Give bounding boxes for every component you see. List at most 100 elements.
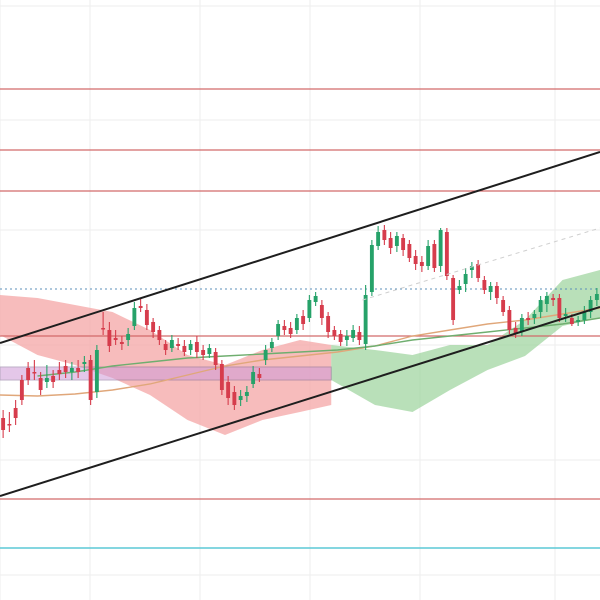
candle-81 [507,306,512,334]
candle-body-38 [238,396,243,400]
candle-body-92 [576,320,581,322]
candle-body-79 [494,286,499,298]
candle-body-95 [594,294,599,300]
candle-44 [276,320,281,340]
candle-79 [494,282,499,304]
candle-78 [488,282,493,300]
candle-body-77 [482,280,487,290]
candle-body-26 [163,344,168,350]
candle-body-35 [219,364,224,390]
zone-box [0,366,332,381]
candle-20 [126,328,131,346]
candle-45 [282,320,287,335]
candle-40 [251,366,256,388]
candle-37 [232,386,237,410]
candle-body-90 [563,314,568,316]
candle-25 [157,326,162,345]
candle-body-53 [332,330,337,336]
candle-92 [576,316,581,326]
candle-body-87 [544,296,549,304]
candle-body-0 [1,418,6,430]
trend-channel [0,151,600,497]
candle-body-14 [88,360,93,400]
cloud-bullish [331,270,600,412]
candle-87 [544,292,549,312]
candle-61 [382,225,387,245]
candle-73 [457,280,462,294]
candle-body-12 [76,368,81,372]
moving-averages [0,307,600,397]
candle-body-43 [269,342,274,348]
candle-46 [288,322,293,338]
cloud-bearish [0,295,332,435]
candle-body-81 [507,310,512,330]
candle-body-91 [569,318,574,324]
candle-body-44 [276,324,281,336]
candle-body-63 [394,236,399,246]
candle-71 [444,228,449,280]
candle-body-39 [244,392,249,396]
candle-28 [176,338,181,350]
candle-29 [182,340,187,356]
candle-4 [26,362,31,385]
candle-body-4 [26,368,31,380]
candle-36 [226,376,231,405]
candle-82 [513,322,518,338]
candle-89 [557,294,562,322]
candle-body-82 [513,328,518,334]
ma-orange-line [0,307,600,397]
candle-17 [107,322,112,352]
candle-body-7 [44,378,49,382]
candle-body-31 [194,342,199,352]
candle-65 [407,240,412,262]
candle-body-68 [426,246,431,266]
candle-body-41 [257,374,262,378]
candle-body-47 [294,318,299,330]
candle-38 [238,390,243,406]
candle-body-27 [169,340,174,348]
candle-body-55 [344,336,349,340]
candle-body-94 [588,300,593,312]
candle-55 [344,330,349,346]
candle-body-49 [307,300,312,318]
candle-body-45 [282,326,287,330]
candle-3 [19,375,24,405]
candle-74 [463,268,468,292]
candle-67 [419,256,424,272]
candle-body-64 [401,238,406,250]
candle-body-62 [388,238,393,248]
candle-72 [451,275,456,325]
candle-43 [269,338,274,352]
candle-body-23 [144,310,149,325]
candle-body-40 [251,372,256,384]
candle-body-52 [326,316,331,332]
candle-body-65 [407,244,412,258]
candle-57 [357,326,362,345]
candle-body-76 [476,264,481,278]
candle-26 [163,340,168,355]
candle-88 [551,294,556,306]
candle-body-13 [82,362,87,364]
candle-body-74 [463,274,468,284]
candle-body-15 [94,350,99,392]
candle-63 [394,232,399,252]
candle-body-11 [69,368,74,372]
candle-69 [432,240,437,272]
candle-24 [151,318,156,338]
candle-68 [426,240,431,270]
candle-body-20 [126,334,131,340]
candle-body-73 [457,286,462,290]
candle-14 [88,355,93,405]
candle-body-85 [532,314,537,318]
candle-7 [44,365,49,388]
candle-53 [332,326,337,340]
candle-body-3 [19,380,24,400]
candle-56 [351,325,356,342]
candle-body-24 [151,322,156,332]
channel-lower-line [0,306,600,497]
candle-body-71 [444,232,449,276]
candle-body-51 [319,305,324,318]
candle-90 [563,308,568,322]
